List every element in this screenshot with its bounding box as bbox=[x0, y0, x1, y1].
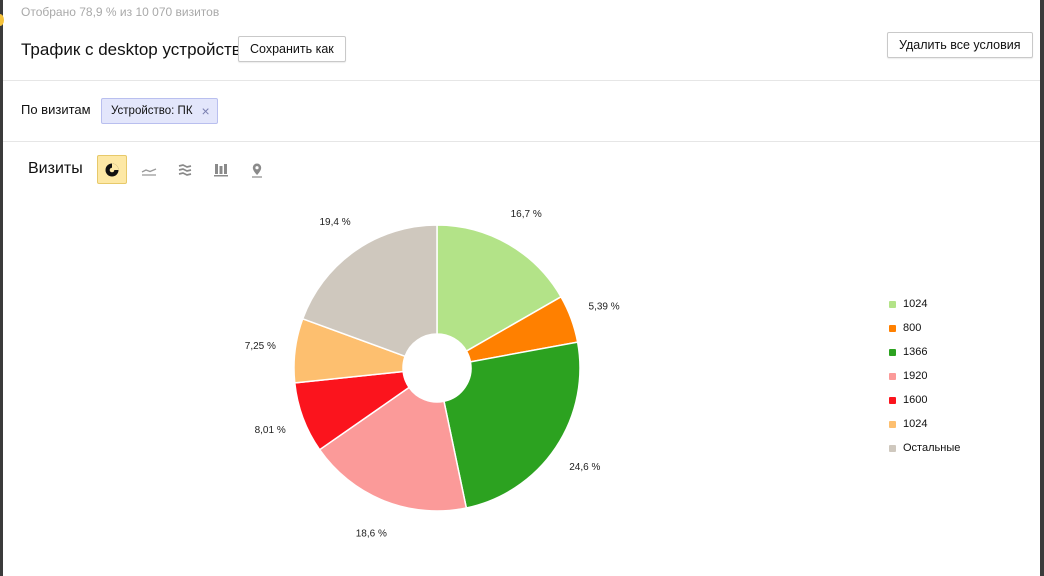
pie-slice[interactable] bbox=[318, 386, 468, 512]
pie-slice[interactable] bbox=[301, 224, 438, 358]
clear-conditions-button[interactable]: Удалить все условия bbox=[887, 32, 1033, 58]
bar-view-button[interactable] bbox=[206, 155, 236, 184]
area-view-button[interactable] bbox=[170, 155, 200, 184]
legend-label: 1920 bbox=[903, 370, 928, 382]
legend-item[interactable]: 1024 bbox=[889, 412, 960, 436]
legend-item[interactable]: 1920 bbox=[889, 364, 960, 388]
map-view-button[interactable] bbox=[242, 155, 272, 184]
window-edge-left bbox=[0, 0, 3, 576]
legend-item[interactable]: 1024 bbox=[889, 292, 960, 316]
window-edge-right bbox=[1040, 0, 1044, 576]
legend-swatch bbox=[889, 444, 896, 452]
pie-slice-label: 7,25 % bbox=[245, 341, 276, 352]
legend-item[interactable]: 800 bbox=[889, 316, 960, 340]
line-chart-icon bbox=[141, 167, 157, 176]
legend-label: 1024 bbox=[903, 298, 928, 310]
chart-legend: 1024 800 1366 1920 1600 1024 Остальные bbox=[889, 292, 960, 460]
legend-label: 1024 bbox=[903, 418, 928, 430]
pie-slice-label: 5,39 % bbox=[589, 302, 620, 313]
save-as-button[interactable]: Сохранить как bbox=[238, 36, 346, 62]
pie-slice-label: 18,6 % bbox=[356, 528, 387, 539]
filter-chip-device[interactable]: Устройство: ПК × bbox=[101, 98, 218, 124]
chart-section-title: Визиты bbox=[28, 160, 83, 177]
filter-label: По визитам bbox=[21, 102, 91, 117]
legend-swatch bbox=[889, 396, 896, 404]
pie-slice-label: 16,7 % bbox=[511, 209, 542, 220]
sample-info: Отобрано 78,9 % из 10 070 визитов bbox=[21, 5, 220, 19]
pie-slice-label: 19,4 % bbox=[319, 217, 350, 228]
legend-label: 1600 bbox=[903, 394, 928, 406]
area-chart-icon bbox=[178, 163, 192, 176]
filter-chip-label: Устройство: ПК bbox=[111, 105, 193, 117]
close-icon[interactable]: × bbox=[201, 103, 210, 119]
pie-slice[interactable] bbox=[443, 341, 581, 509]
window-indicator-dot bbox=[0, 14, 4, 26]
pie-slice-label: 24,6 % bbox=[569, 462, 600, 473]
map-icon bbox=[252, 163, 262, 178]
bar-chart-icon bbox=[214, 163, 228, 176]
legend-label: 800 bbox=[903, 322, 922, 334]
filter-divider bbox=[3, 141, 1040, 142]
pie-slice-label: 8,01 % bbox=[255, 425, 286, 436]
legend-swatch bbox=[889, 324, 896, 332]
legend-swatch bbox=[889, 372, 896, 380]
legend-label: Остальные bbox=[903, 442, 961, 454]
page-title: Трафик с desktop устройств bbox=[21, 40, 241, 59]
legend-item[interactable]: Остальные bbox=[889, 436, 960, 460]
legend-swatch bbox=[889, 420, 896, 428]
pie-view-button[interactable] bbox=[97, 155, 127, 184]
legend-swatch bbox=[889, 348, 896, 356]
legend-item[interactable]: 1600 bbox=[889, 388, 960, 412]
legend-item[interactable]: 1366 bbox=[889, 340, 960, 364]
pie-chart-icon bbox=[105, 163, 119, 176]
legend-label: 1366 bbox=[903, 346, 928, 358]
pie-slice[interactable] bbox=[436, 224, 563, 353]
line-view-button[interactable] bbox=[134, 155, 164, 184]
header-divider bbox=[3, 80, 1040, 81]
legend-swatch bbox=[889, 300, 896, 308]
